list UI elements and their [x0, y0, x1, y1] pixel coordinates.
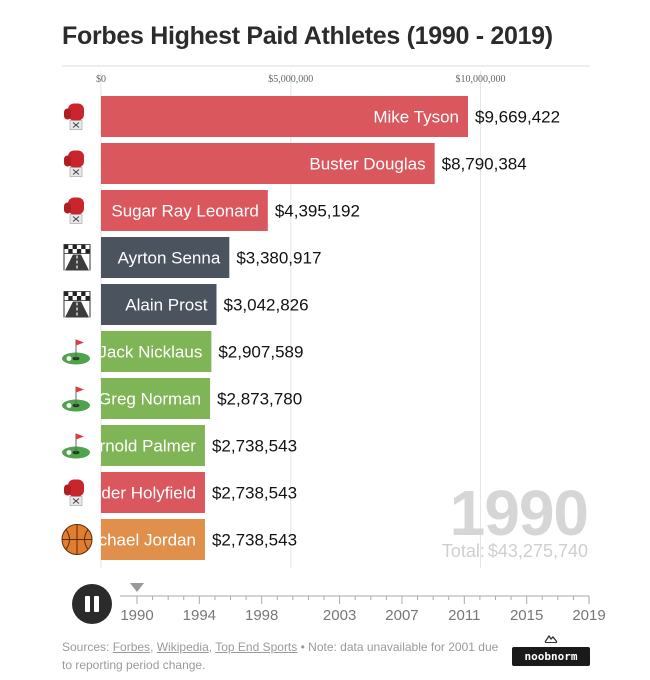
timeline-year-label: 1994 [183, 607, 216, 624]
x-tick-label: $0 [96, 74, 106, 85]
bar [101, 425, 205, 466]
bar-row: Jack Nicklaus $2,907,589 [62, 331, 303, 372]
timeline-year-label: 2007 [385, 607, 418, 624]
bar-label: Michael Jordan [81, 531, 196, 550]
brand-name: noobnorm [512, 647, 590, 666]
bar-label: Greg Norman [98, 390, 201, 409]
bar-row: Ayrton Senna $3,380,917 [63, 237, 321, 278]
bar-label: Ayrton Senna [118, 249, 221, 268]
sources-footnote: Sources: Forbes, Wikipedia, Top End Spor… [62, 638, 502, 674]
bar-row: Michael Jordan $2,738,543 [61, 519, 297, 560]
timeline-year-label: 2019 [572, 607, 605, 624]
bar-value-label: $9,669,422 [475, 108, 560, 127]
timeline-year-label: 2003 [323, 607, 356, 624]
footer-separator: , [208, 640, 216, 654]
footer-note: • Note: data unavailable for 2001 due to… [62, 640, 499, 672]
timeline-year-label: 1990 [120, 607, 153, 624]
bar-chart: $0 $5,000,000 $10,000,000 Mike Tyson $9,669,… [61, 65, 590, 568]
bar-label: Sugar Ray Leonard [111, 202, 258, 221]
footer-prefix: Sources: [62, 640, 113, 654]
total-label: Total: [441, 541, 485, 561]
current-year-watermark: 1990 [449, 477, 589, 549]
bar-label: Alain Prost [125, 296, 207, 315]
bar [101, 190, 268, 231]
bar-row: Alain Prost $3,042,826 [63, 284, 309, 325]
bar-label: Evander Holyfield [63, 484, 196, 503]
basketball-icon [61, 524, 93, 555]
year-timeline-slider[interactable]: 1990 1994 1998 2003 2007 2011 2015 2019 [0, 576, 650, 626]
race-track-icon [63, 244, 91, 271]
total-readout: Total: $43,275,740 [439, 541, 588, 562]
bar [101, 143, 435, 184]
golf-flag-icon [62, 386, 90, 412]
boxing-glove-icon [64, 479, 84, 506]
bar [101, 378, 211, 419]
timeline-handle[interactable] [130, 583, 144, 592]
timeline-year-label: 1998 [245, 607, 278, 624]
bar [101, 472, 205, 513]
bar [101, 519, 205, 560]
brand-logo: noobnorm [512, 633, 590, 666]
bar-value-label: $2,738,543 [212, 531, 297, 550]
bar-row: Sugar Ray Leonard $4,395,192 [64, 190, 360, 231]
bar [101, 284, 217, 325]
race-track-icon [63, 291, 91, 318]
bar [101, 331, 212, 372]
boxing-glove-icon [64, 150, 84, 177]
bar-value-label: $3,042,826 [223, 296, 308, 315]
pause-button[interactable] [72, 584, 112, 624]
pause-icon [85, 596, 90, 612]
x-tick-label: $10,000,000 [456, 74, 506, 85]
wikipedia-link[interactable]: Wikipedia [156, 640, 209, 654]
timeline-year-label: 2011 [448, 607, 480, 624]
bar-label: Mike Tyson [373, 108, 459, 127]
bar-row: Greg Norman $2,873,780 [62, 378, 302, 419]
bar-value-label: $4,395,192 [275, 202, 360, 221]
bar-value-label: $8,790,384 [442, 155, 527, 174]
forbes-link[interactable]: Forbes [112, 640, 151, 654]
chart-title: Forbes Highest Paid Athletes (1990 - 201… [62, 22, 553, 50]
boxing-glove-icon [64, 103, 84, 130]
bar [101, 237, 230, 278]
top-end-sports-link[interactable]: Top End Sports [215, 640, 298, 654]
bar-row: Mike Tyson $9,669,422 [64, 96, 560, 137]
mountain-logo-icon [512, 633, 590, 645]
bar-value-label: $2,873,780 [217, 390, 302, 409]
bar-label: Arnold Palmer [88, 437, 196, 456]
bar-row: Arnold Palmer $2,738,543 [62, 425, 297, 466]
boxing-glove-icon [64, 197, 84, 224]
x-tick-label: $5,000,000 [268, 74, 313, 85]
golf-flag-icon [62, 339, 90, 365]
bar-label: Buster Douglas [309, 155, 425, 174]
bar-value-label: $3,380,917 [236, 249, 321, 268]
total-value: $43,275,740 [487, 541, 588, 561]
footer-separator: , [150, 640, 157, 654]
bar-row: Buster Douglas $8,790,384 [64, 143, 527, 184]
bar-row: Evander Holyfield $2,738,543 [63, 472, 297, 513]
bar-value-label: $2,907,589 [218, 343, 303, 362]
bar-value-label: $2,738,543 [212, 484, 297, 503]
pause-icon-bar [94, 596, 99, 612]
bar-label: Jack Nicklaus [98, 343, 202, 362]
bar-value-label: $2,738,543 [212, 437, 297, 456]
golf-flag-icon [62, 433, 90, 459]
bar [101, 96, 468, 137]
timeline-year-label: 2015 [510, 607, 543, 624]
